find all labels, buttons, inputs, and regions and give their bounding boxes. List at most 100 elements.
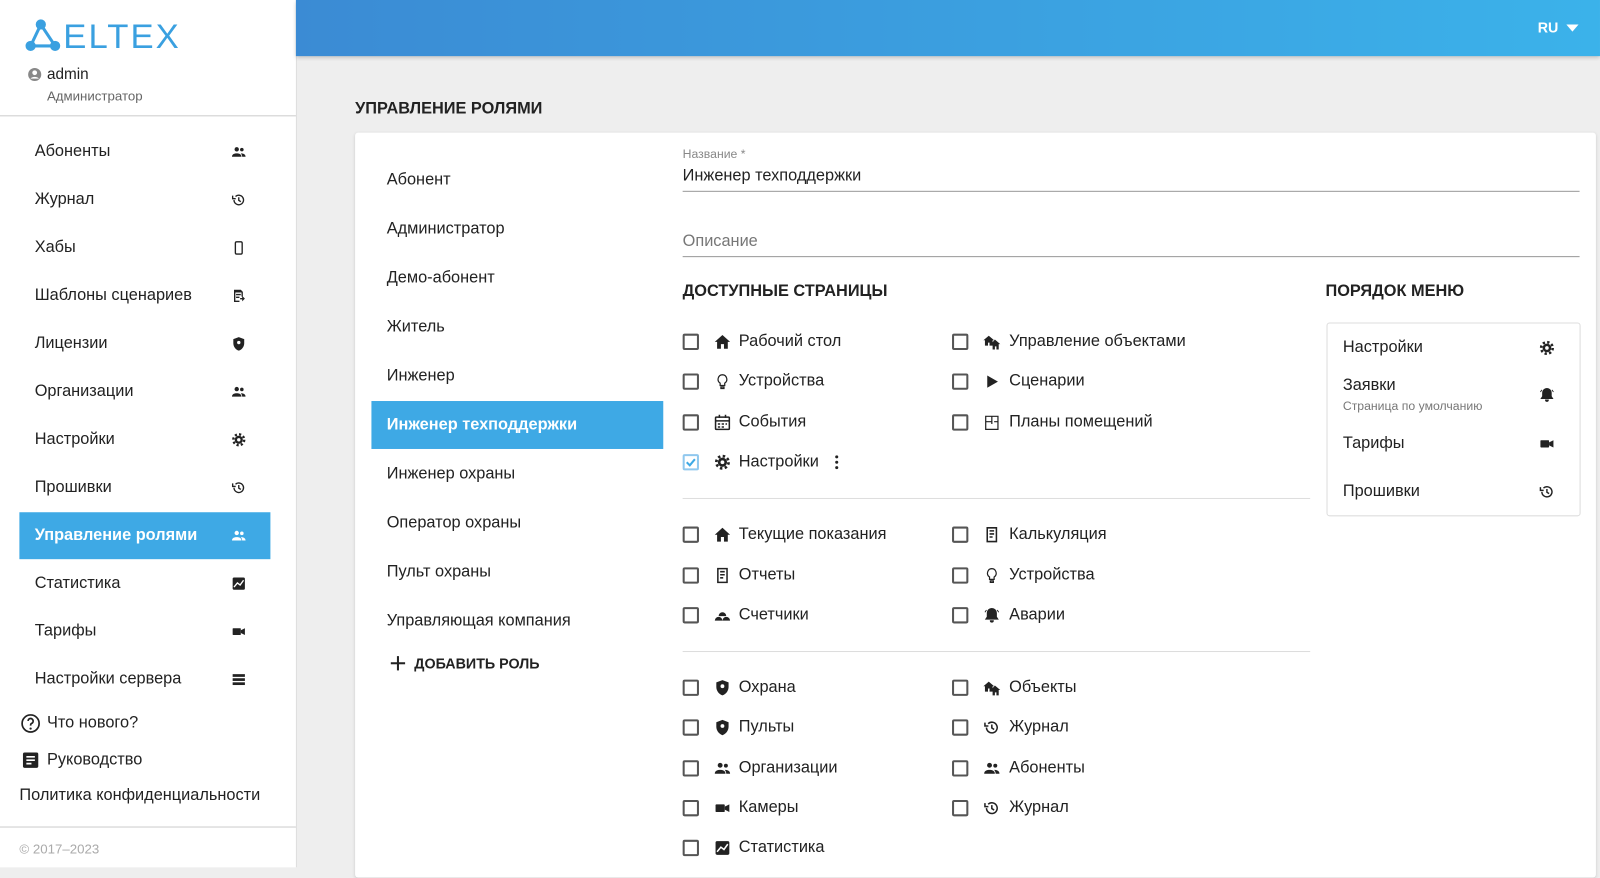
icon <box>714 762 731 774</box>
icon <box>987 375 998 389</box>
menu-order-panel <box>1326 322 1581 517</box>
footer-link[interactable]: Что нового? <box>46 714 139 732</box>
checkbox[interactable] <box>952 799 969 817</box>
page-label: Планы помещений <box>1009 412 1153 431</box>
page-label: Настройки <box>738 452 819 471</box>
checkbox[interactable] <box>952 759 969 777</box>
page-label: Абоненты <box>1009 758 1085 777</box>
role-item[interactable]: Житель <box>386 318 445 336</box>
language[interactable]: RU <box>1537 19 1559 36</box>
checkbox[interactable] <box>682 607 699 624</box>
checkbox[interactable] <box>952 333 969 350</box>
icon <box>21 714 40 733</box>
nav-item[interactable]: Абоненты <box>34 142 111 161</box>
menu-order-item[interactable]: Тарифы <box>1342 434 1405 453</box>
checkbox[interactable] <box>682 679 699 696</box>
checkbox[interactable] <box>682 759 699 777</box>
page-title: УПРАВЛЕНИЕ РОЛЯМИ <box>355 99 543 118</box>
checkbox[interactable] <box>952 607 969 624</box>
page-label: Журнал <box>1009 718 1069 737</box>
nav-item[interactable]: Хабы <box>34 238 76 257</box>
section-title: ПОРЯДОК МЕНЮ <box>1325 282 1465 300</box>
role-item[interactable]: Управляющая компания <box>386 612 571 630</box>
checkbox[interactable] <box>952 719 969 737</box>
checkbox[interactable] <box>682 413 699 431</box>
checkbox[interactable] <box>682 799 699 817</box>
role-item[interactable]: Инженер охраны <box>386 465 516 483</box>
checkbox[interactable] <box>952 413 969 431</box>
divider <box>0 826 296 828</box>
role-item[interactable]: Инженер техподдержки <box>386 416 578 434</box>
role-item[interactable]: Пульт охраны <box>386 563 492 581</box>
icon <box>714 454 730 470</box>
page-label: Журнал <box>1009 798 1069 817</box>
input-line <box>682 190 1580 192</box>
checkbox[interactable] <box>682 453 699 471</box>
nav-item[interactable]: Журнал <box>34 190 95 209</box>
checkbox[interactable] <box>682 719 699 737</box>
icon <box>231 194 245 206</box>
page-label: Текущие показания <box>738 525 887 543</box>
checkbox[interactable] <box>952 679 969 696</box>
nav-item[interactable]: Настройки <box>34 430 115 448</box>
page-label: Пульты <box>738 718 795 737</box>
menu-order-item[interactable]: Прошивки <box>1342 482 1420 500</box>
role-item[interactable]: Оператор охраны <box>386 514 522 532</box>
footer-link[interactable]: Политика конфиденциальности <box>19 786 261 805</box>
checkbox[interactable] <box>682 333 699 350</box>
menu-order-item[interactable]: Заявки <box>1342 376 1396 394</box>
icon <box>232 674 245 686</box>
divider <box>682 651 1311 653</box>
input-line <box>682 256 1580 258</box>
footer-link[interactable]: Руководство <box>46 750 143 768</box>
role-item[interactable]: Демо-абонент <box>386 269 495 287</box>
checkbox[interactable] <box>952 566 969 584</box>
icon <box>234 241 243 255</box>
checkbox[interactable] <box>952 526 969 543</box>
page-label: Устройства <box>738 372 825 391</box>
page-label: Камеры <box>738 798 799 817</box>
icon <box>835 455 839 470</box>
icon <box>986 567 997 583</box>
nav-item[interactable]: Настройки сервера <box>34 670 182 688</box>
user-name: admin <box>46 65 89 84</box>
copyright: © 2017–2023 <box>19 841 100 857</box>
description-input[interactable]: Описание <box>682 232 758 250</box>
checkbox[interactable] <box>682 839 699 857</box>
page-label: Счетчики <box>738 606 809 624</box>
add-role-button[interactable]: ДОБАВИТЬ РОЛЬ <box>414 655 540 672</box>
icon <box>233 337 245 351</box>
checkbox[interactable] <box>682 373 699 391</box>
dropdown-arrow <box>1566 24 1579 32</box>
page-label: Рабочий стол <box>738 332 842 350</box>
nav-item[interactable]: Лицензии <box>34 334 108 353</box>
user-role: Администратор <box>46 88 143 104</box>
name-input[interactable]: Инженер техподдержки <box>682 167 862 185</box>
user-icon <box>28 67 42 82</box>
nav-item[interactable]: Статистика <box>34 574 121 592</box>
divider <box>682 497 1311 499</box>
menu-order-item[interactable]: Настройки <box>1342 338 1423 357</box>
icon <box>232 577 245 590</box>
role-item[interactable]: Абонент <box>386 171 451 189</box>
nav-item[interactable]: Тарифы <box>34 622 97 640</box>
icon <box>231 386 246 397</box>
page-label: Организации <box>738 758 838 777</box>
checkbox[interactable] <box>952 373 969 391</box>
checkbox[interactable] <box>682 526 699 543</box>
nav-item[interactable]: Шаблоны сценариев <box>34 286 192 305</box>
nav-item[interactable]: Организации <box>34 382 134 400</box>
nav-item[interactable]: Управление ролями <box>34 526 198 544</box>
icon <box>984 721 998 734</box>
nav-item-active <box>19 512 271 560</box>
page-label: Объекты <box>1009 678 1077 696</box>
role-item[interactable]: Инженер <box>386 367 455 385</box>
icon <box>714 612 731 621</box>
icon <box>717 567 728 583</box>
nav-item[interactable]: Прошивки <box>34 478 112 496</box>
role-item[interactable]: Администратор <box>386 220 505 238</box>
icon <box>231 530 246 541</box>
checkbox[interactable] <box>682 566 699 584</box>
icon <box>717 374 728 390</box>
